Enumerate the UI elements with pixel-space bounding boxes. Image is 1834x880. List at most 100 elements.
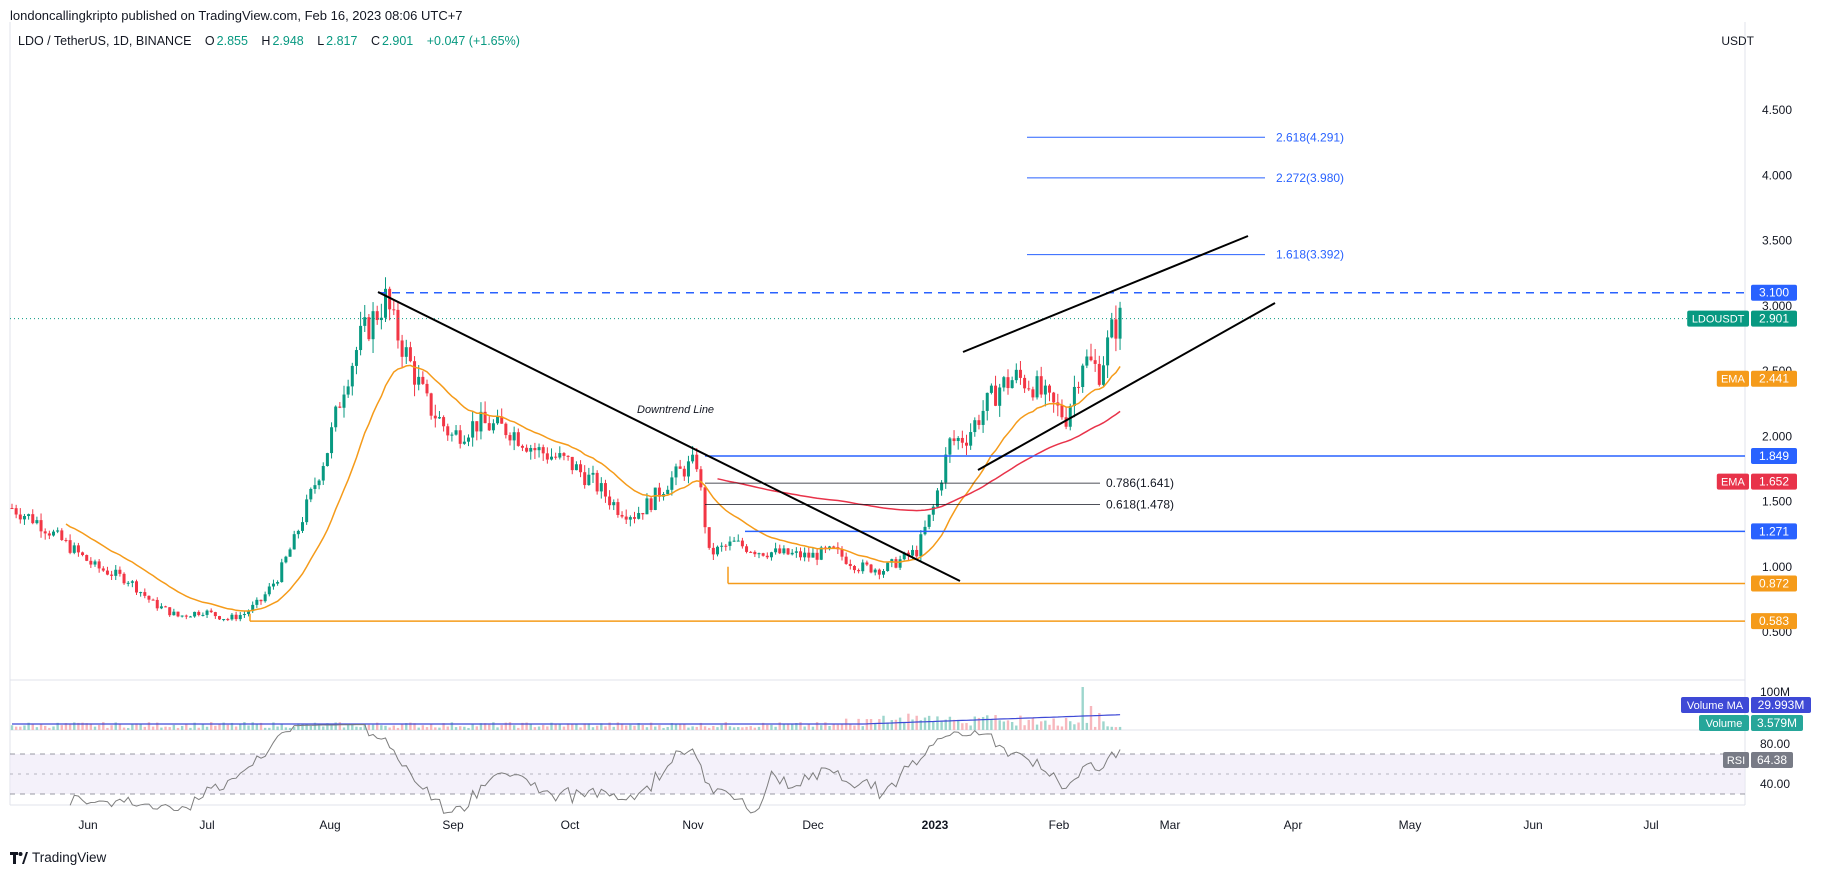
volume-bar [865,719,869,730]
volume-bar [210,722,213,730]
volume-bar [625,725,628,730]
candle-body [483,411,487,424]
candle-body [587,474,591,486]
volume-bar [757,726,761,730]
candle-body [890,559,894,563]
candle-body [711,547,715,555]
volume-bar [114,722,117,730]
candle-body [188,616,192,618]
volume-bar [27,722,30,730]
candle-body [354,350,358,366]
candle-body [35,520,39,524]
candle-body [852,566,856,571]
candle-body [462,441,466,444]
candle-body [844,556,848,564]
volume-bar [500,725,503,730]
candle-body [869,564,873,573]
volume-bar [683,724,686,730]
volume-bar [330,723,333,730]
candle-body [761,553,765,556]
candle-body [1027,388,1031,390]
volume-bar [1006,720,1010,730]
candle-body [500,416,504,424]
candle-body [425,383,429,394]
volume-bar [425,727,429,730]
volume-bar [384,725,387,730]
volume-bar [898,717,902,730]
candle-body [479,411,483,432]
volume-bar [749,726,752,730]
candle-body [732,540,736,542]
candle-body [184,615,188,617]
x-tick-label: Apr [1284,818,1303,832]
candle-body [736,540,740,542]
candle-body [417,376,421,385]
candle-body [612,502,616,506]
price-label-value: 2.901 [1759,312,1789,326]
candle-body [583,472,587,486]
candle-body [977,420,981,425]
volume-bar [1073,724,1076,730]
price-label-box [1751,310,1797,327]
candle-body [230,614,234,620]
tradingview-brand[interactable]: TradingView [10,850,106,865]
candle-body [296,530,300,535]
volume-bar [708,727,711,730]
candle-body [47,533,51,536]
volume-bar [288,727,292,730]
volume-bar [645,727,649,730]
candle-body [716,546,719,555]
volume-bar [699,722,703,730]
volume-ma-line [12,714,1121,725]
volume-bar [218,723,221,730]
volume-value-box [1751,715,1803,731]
candle-body [39,520,43,532]
candle-body [238,615,242,620]
volume-bar [459,726,462,730]
candle-body [180,615,184,617]
volume-bar [786,723,790,730]
volume-bar [280,723,283,730]
volume-bar [388,727,391,730]
rsi-value: 64.38 [1757,753,1787,767]
candle-body [218,616,221,620]
x-tick-label: Jul [199,818,214,832]
volume-bar [1010,721,1014,730]
volume-bar [666,726,669,730]
candle-body [371,311,375,340]
candle-body [429,393,433,416]
volume-bar [1064,717,1068,730]
candle-body [10,508,14,510]
volume-bar [450,722,454,730]
candle-body [516,432,520,446]
volume-bar [820,725,823,730]
candle-body [960,437,964,443]
x-tick-label: Jun [1523,818,1542,832]
volume-bar [214,725,217,730]
volume-bar [512,725,516,730]
volume-bar [1081,687,1084,730]
candle-body [753,551,757,555]
y-tick-label: 3.500 [1762,234,1792,248]
candle-body [155,599,159,609]
candle-body [803,552,807,558]
price-label-box [1751,370,1797,387]
volume-bar [313,722,317,730]
candle-body [251,604,255,612]
candle-body [508,435,512,441]
symbol-pair[interactable]: LDO / TetherUS, 1D, BINANCE [18,34,192,48]
candle-body [641,513,645,515]
volume-bar [716,727,719,730]
candle-body [915,549,919,557]
candle-body [325,453,329,467]
volume-bar [994,715,997,730]
volume-bar [467,727,470,730]
publisher-caption: londoncallingkripto published on Trading… [10,8,463,23]
x-tick-label: Jun [78,818,97,832]
candle-body [707,527,711,548]
candle-body [545,453,549,460]
candle-body [956,437,960,442]
volume-bar [766,724,769,730]
